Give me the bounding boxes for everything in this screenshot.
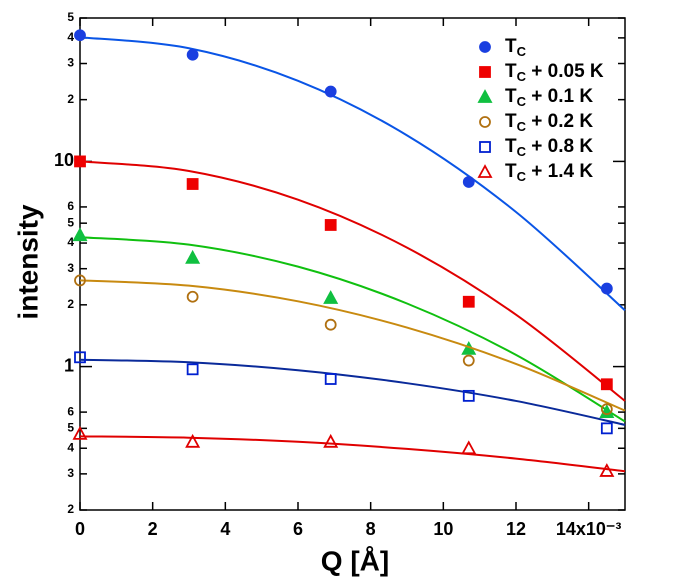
fit-line — [79, 358, 626, 426]
marker — [74, 155, 86, 168]
marker — [74, 274, 86, 287]
y-tick-label: 5 — [67, 421, 74, 435]
marker — [72, 425, 88, 440]
x-tick-label: 12 — [506, 519, 526, 539]
x-tick-label: 14x10⁻³ — [556, 519, 622, 539]
y-tick-label: 2 — [67, 502, 74, 516]
y-tick-label: 6 — [67, 404, 74, 418]
marker — [599, 404, 615, 419]
y-tick-label: 1 — [64, 355, 74, 375]
legend-label: TC + 1.4 K — [505, 161, 593, 184]
fit-line — [79, 160, 626, 402]
marker — [186, 363, 199, 376]
marker — [74, 351, 86, 364]
marker — [600, 422, 613, 435]
legend-label: TC + 0.1 K — [505, 86, 593, 109]
marker — [324, 373, 337, 385]
marker — [324, 318, 337, 331]
legend-text: T — [505, 61, 517, 82]
y-tick-label: 3 — [67, 261, 74, 275]
marker — [462, 354, 475, 367]
fit-line — [79, 236, 626, 423]
y-tick-label: 6 — [67, 199, 74, 213]
legend-text: C — [517, 144, 527, 159]
x-tick-label: 0 — [75, 519, 85, 539]
legend-text: + 0.2 K — [526, 111, 593, 132]
y-tick-label: 2 — [67, 92, 74, 106]
x-tick-label: 2 — [148, 519, 158, 539]
marker — [185, 433, 201, 448]
legend-item: TC + 1.4 K — [477, 161, 593, 184]
legend-text: C — [517, 69, 527, 84]
legend-item: TC + 0.1 K — [477, 86, 593, 109]
legend-text: T — [505, 86, 517, 107]
marker — [600, 282, 613, 295]
marker — [479, 41, 491, 53]
fit-line — [79, 36, 626, 312]
x-tick-label: 4 — [220, 519, 230, 539]
marker — [462, 176, 475, 188]
marker — [477, 89, 493, 103]
legend-item: TC + 0.2 K — [479, 111, 593, 134]
y-tick-label: 5 — [67, 215, 74, 229]
legend-text: T — [505, 111, 517, 132]
legend-label: TC + 0.2 K — [505, 111, 593, 134]
legend-text: C — [517, 94, 527, 109]
marker — [324, 219, 337, 231]
marker — [479, 116, 491, 128]
y-tick-label: 4 — [67, 30, 74, 44]
marker — [323, 290, 339, 304]
legend-item: TC — [479, 36, 527, 59]
marker — [600, 378, 613, 391]
marker — [185, 249, 201, 264]
legend-text: T — [505, 136, 517, 157]
x-tick-label: 10 — [433, 519, 453, 539]
legend-text: + 0.05 K — [526, 61, 604, 82]
fit-line — [79, 435, 626, 473]
legend-text: + 0.1 K — [526, 86, 593, 107]
marker — [186, 48, 199, 61]
marker — [72, 227, 88, 242]
marker — [599, 463, 615, 477]
x-axis-label: Q [Å] — [321, 545, 389, 576]
legend-text: T — [505, 36, 517, 57]
y-tick-label: 3 — [67, 466, 74, 480]
legend-label: TC + 0.8 K — [505, 136, 593, 159]
legend-item: TC + 0.8 K — [479, 136, 593, 159]
x-tick-label: 8 — [366, 519, 376, 539]
marker — [186, 178, 199, 190]
y-tick-label: 4 — [67, 235, 74, 249]
marker — [477, 164, 493, 178]
x-tick-label: 6 — [293, 519, 303, 539]
marker — [323, 433, 339, 448]
y-tick-label: 2 — [67, 297, 74, 311]
marker — [186, 290, 199, 303]
marker — [462, 389, 475, 402]
legend-text: C — [517, 169, 527, 184]
fit-line — [79, 279, 626, 412]
y-tick-label: 4 — [67, 440, 74, 454]
marker — [600, 403, 613, 416]
y-tick-label: 3 — [67, 56, 74, 70]
marker — [461, 440, 477, 455]
marker — [479, 66, 491, 78]
legend-item: TC + 0.05 K — [479, 61, 604, 84]
y-tick-label: 10 — [54, 150, 74, 170]
legend-text: T — [505, 161, 517, 182]
legend-label: TC + 0.05 K — [505, 61, 604, 84]
y-tick-label: 5 — [67, 10, 74, 24]
legend-text: + 0.8 K — [526, 136, 593, 157]
legend-text: + 1.4 K — [526, 161, 593, 182]
legend-label: TC — [505, 36, 527, 59]
marker — [74, 29, 86, 42]
legend-text: C — [517, 119, 527, 134]
marker — [462, 295, 475, 308]
y-axis-label: intensity — [12, 204, 43, 320]
marker — [479, 141, 491, 153]
plot-frame — [79, 17, 626, 511]
legend-text: C — [517, 44, 527, 59]
marker — [324, 85, 337, 98]
